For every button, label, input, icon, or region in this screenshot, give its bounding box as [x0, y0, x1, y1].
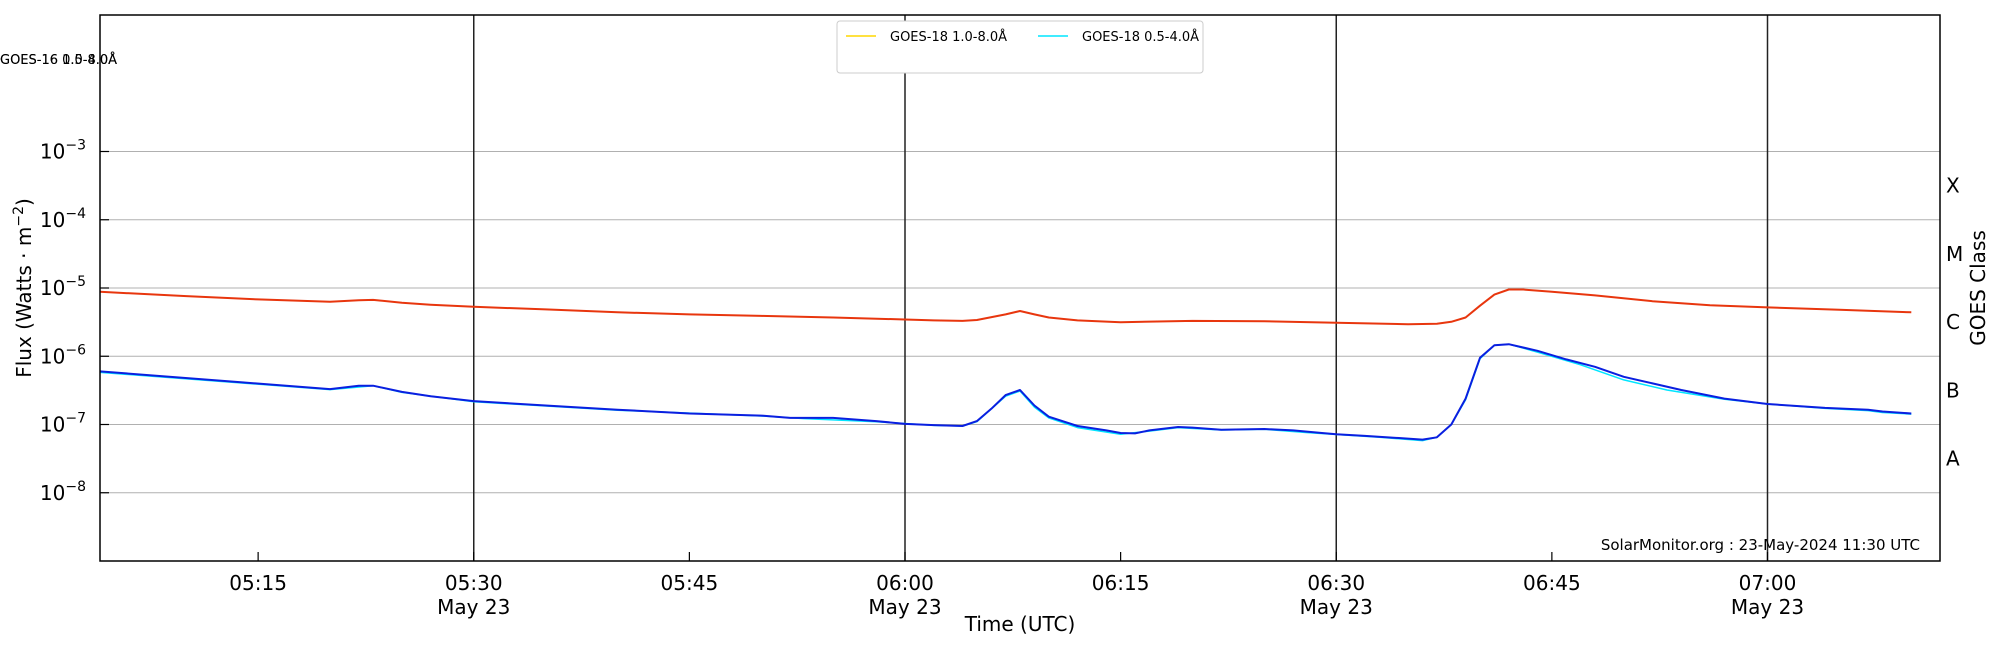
legend: GOES-18 1.0-8.0Å GOES-18 0.5-4.0Å GOES-16 … [0, 20, 1204, 74]
legend-entry: GOES-16 0.5-4.0Å [0, 52, 117, 68]
legend-entry: GOES-16 1.0-8.0Å [0, 52, 117, 68]
goes-class-axis: A B C M X [1946, 174, 1963, 471]
series-line [99, 288, 1912, 326]
x-tick-label: 05:30 [445, 571, 503, 595]
x-tick-date-label: May 23 [437, 595, 510, 619]
y-tick-label: 10−3 [40, 138, 86, 164]
x-tick-label: 05:15 [229, 571, 287, 595]
y-tick-label: 10−6 [40, 342, 86, 368]
x-tick-label: 06:30 [1307, 571, 1365, 595]
x-tick-label: 06:15 [1092, 571, 1150, 595]
series-lines [99, 288, 1912, 442]
x-tick-label: 06:45 [1523, 571, 1581, 595]
y-tick-label: 10−4 [40, 206, 86, 232]
x-tick-label: 07:00 [1739, 571, 1797, 595]
goes-class-label: M [1946, 242, 1963, 266]
series-line [99, 343, 1912, 441]
legend-entry: GOES-18 1.0-8.0Å [890, 29, 1007, 45]
goes-class-label: C [1946, 310, 1960, 334]
y-tick-label: 10−8 [40, 479, 86, 505]
legend-entry: GOES-18 0.5-4.0Å [1082, 29, 1199, 45]
credit-text: SolarMonitor.org : 23-May-2024 11:30 UTC [1601, 536, 1920, 554]
y-tick-label: 10−5 [40, 274, 86, 300]
goes-class-label: B [1946, 378, 1960, 402]
x-tick-label: 05:45 [661, 571, 719, 595]
hour-markers [473, 15, 1769, 561]
y-axis-title: Flux (Watts · m−2) [11, 198, 36, 378]
x-tick-date-label: May 23 [868, 595, 941, 619]
goes-class-label: A [1946, 447, 1960, 471]
legend-box [836, 20, 1204, 74]
x-axis-title: Time (UTC) [964, 612, 1076, 636]
y-tick-label: 10−7 [40, 411, 86, 437]
x-tick-label: 06:00 [876, 571, 934, 595]
goes-class-label: X [1946, 174, 1960, 198]
y-axis: 10−8 10−7 10−6 10−5 10−4 10−3 [40, 138, 109, 505]
x-tick-date-label: May 23 [1731, 595, 1804, 619]
x-tick-date-label: May 23 [1300, 595, 1373, 619]
goes-class-title: GOES Class [1966, 230, 1990, 346]
grid-lines [100, 151, 1940, 494]
